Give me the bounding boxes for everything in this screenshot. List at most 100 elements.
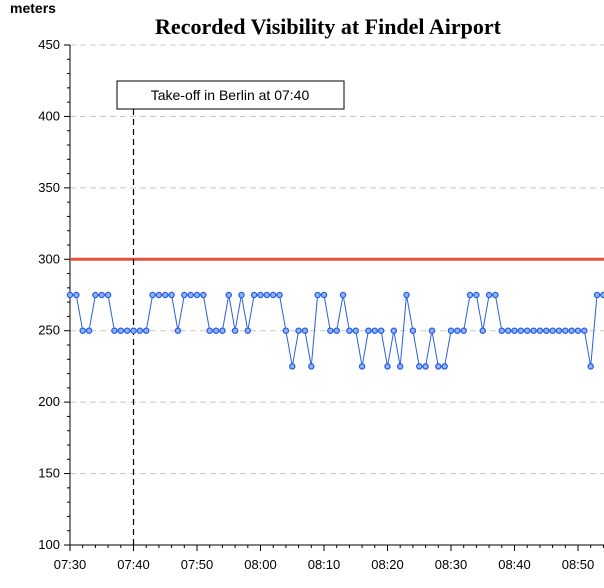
data-point [485, 291, 493, 299]
data-point [149, 291, 156, 299]
data-point [517, 327, 525, 334]
data-point [543, 327, 550, 334]
data-point [568, 327, 575, 334]
data-point [219, 327, 226, 334]
data-point [562, 327, 569, 334]
data-point [73, 291, 80, 299]
y-tick-label: 200 [38, 394, 60, 409]
data-point [593, 291, 601, 299]
y-tick-label: 300 [38, 251, 60, 266]
data-point [66, 291, 74, 299]
data-point [390, 327, 398, 334]
y-tick-label: 100 [38, 537, 60, 552]
axes: 100 150 200 250 300 350 400 450 07:30 07:40 07:50 0… [38, 37, 604, 572]
y-tick-label: 250 [38, 323, 60, 338]
data-point [479, 327, 486, 334]
data-point [206, 327, 213, 334]
data-point [117, 327, 125, 334]
data-point [371, 327, 379, 334]
data-point [441, 363, 448, 370]
data-point [555, 327, 563, 334]
data-point [460, 327, 467, 334]
data-point [104, 291, 112, 299]
data-point [422, 363, 429, 370]
x-tick-label: 08:00 [244, 557, 277, 572]
data-point [193, 291, 201, 299]
data-point [523, 327, 531, 334]
data-point [181, 291, 188, 299]
data-point [492, 291, 499, 299]
data-point [250, 291, 258, 299]
data-point [511, 327, 518, 334]
x-tick-label: 08:50 [562, 557, 595, 572]
data-point [396, 363, 404, 370]
x-tick-label: 07:50 [181, 557, 214, 572]
annotation-box [116, 80, 345, 110]
data-point [276, 291, 283, 299]
data-point [231, 327, 239, 334]
data-point [409, 327, 417, 334]
data-point [549, 327, 556, 334]
x-tick-label: 07:30 [54, 557, 87, 572]
data-point [587, 363, 594, 370]
data-point [79, 327, 86, 334]
data-point [530, 327, 537, 334]
data-point [301, 327, 309, 334]
data-point [130, 327, 137, 334]
data-point [308, 363, 315, 370]
x-tick-label: 08:10 [308, 557, 341, 572]
annotation: Take-off in Berlin at 07:40 [116, 80, 345, 110]
data-point [339, 291, 347, 299]
data-point [454, 327, 461, 334]
data-point [225, 291, 232, 299]
x-tick-label: 08:30 [435, 557, 468, 572]
data-point [346, 327, 353, 334]
data-point [428, 327, 436, 334]
data-point [327, 327, 334, 334]
data-point [269, 291, 277, 299]
data-point [377, 327, 385, 334]
data-point [85, 327, 93, 334]
x-tick-label: 08:20 [371, 557, 404, 572]
data-point [263, 291, 271, 299]
data-point [288, 363, 296, 370]
data-point [384, 363, 391, 370]
data-point [536, 327, 544, 334]
data-point [212, 327, 220, 334]
data-point [498, 327, 506, 334]
chart-title: Recorded Visibility at Findel Airport [155, 14, 502, 39]
data-point [358, 363, 366, 370]
data-point [600, 291, 604, 299]
data-point [403, 291, 410, 299]
data-point [473, 291, 480, 299]
y-axis-label: meters [10, 0, 56, 16]
data-point [123, 327, 131, 334]
data-point [155, 291, 163, 299]
data-point [320, 291, 328, 299]
data-point [333, 327, 340, 334]
data-point [581, 327, 588, 334]
y-tick-label: 450 [38, 37, 60, 52]
y-tick-label: 400 [38, 108, 60, 123]
data-point [295, 327, 302, 334]
data-point [187, 291, 194, 299]
data-point [238, 291, 245, 299]
data-point [136, 327, 144, 334]
data-point [174, 327, 182, 334]
data-point [282, 327, 290, 334]
y-tick-label: 350 [38, 180, 60, 195]
data-point [161, 291, 169, 299]
data-point [447, 327, 455, 334]
data-point [314, 291, 321, 299]
data-point [365, 327, 372, 334]
annotation-label: Take-off in Berlin at 07:40 [151, 87, 310, 103]
data-point [257, 291, 264, 299]
data-point [168, 291, 175, 299]
x-tick-label: 07:40 [117, 557, 150, 572]
data-point [98, 291, 106, 299]
data-point [200, 291, 207, 299]
y-tick-label: 150 [38, 466, 60, 481]
reference-lines [70, 109, 604, 545]
data-point [466, 291, 474, 299]
